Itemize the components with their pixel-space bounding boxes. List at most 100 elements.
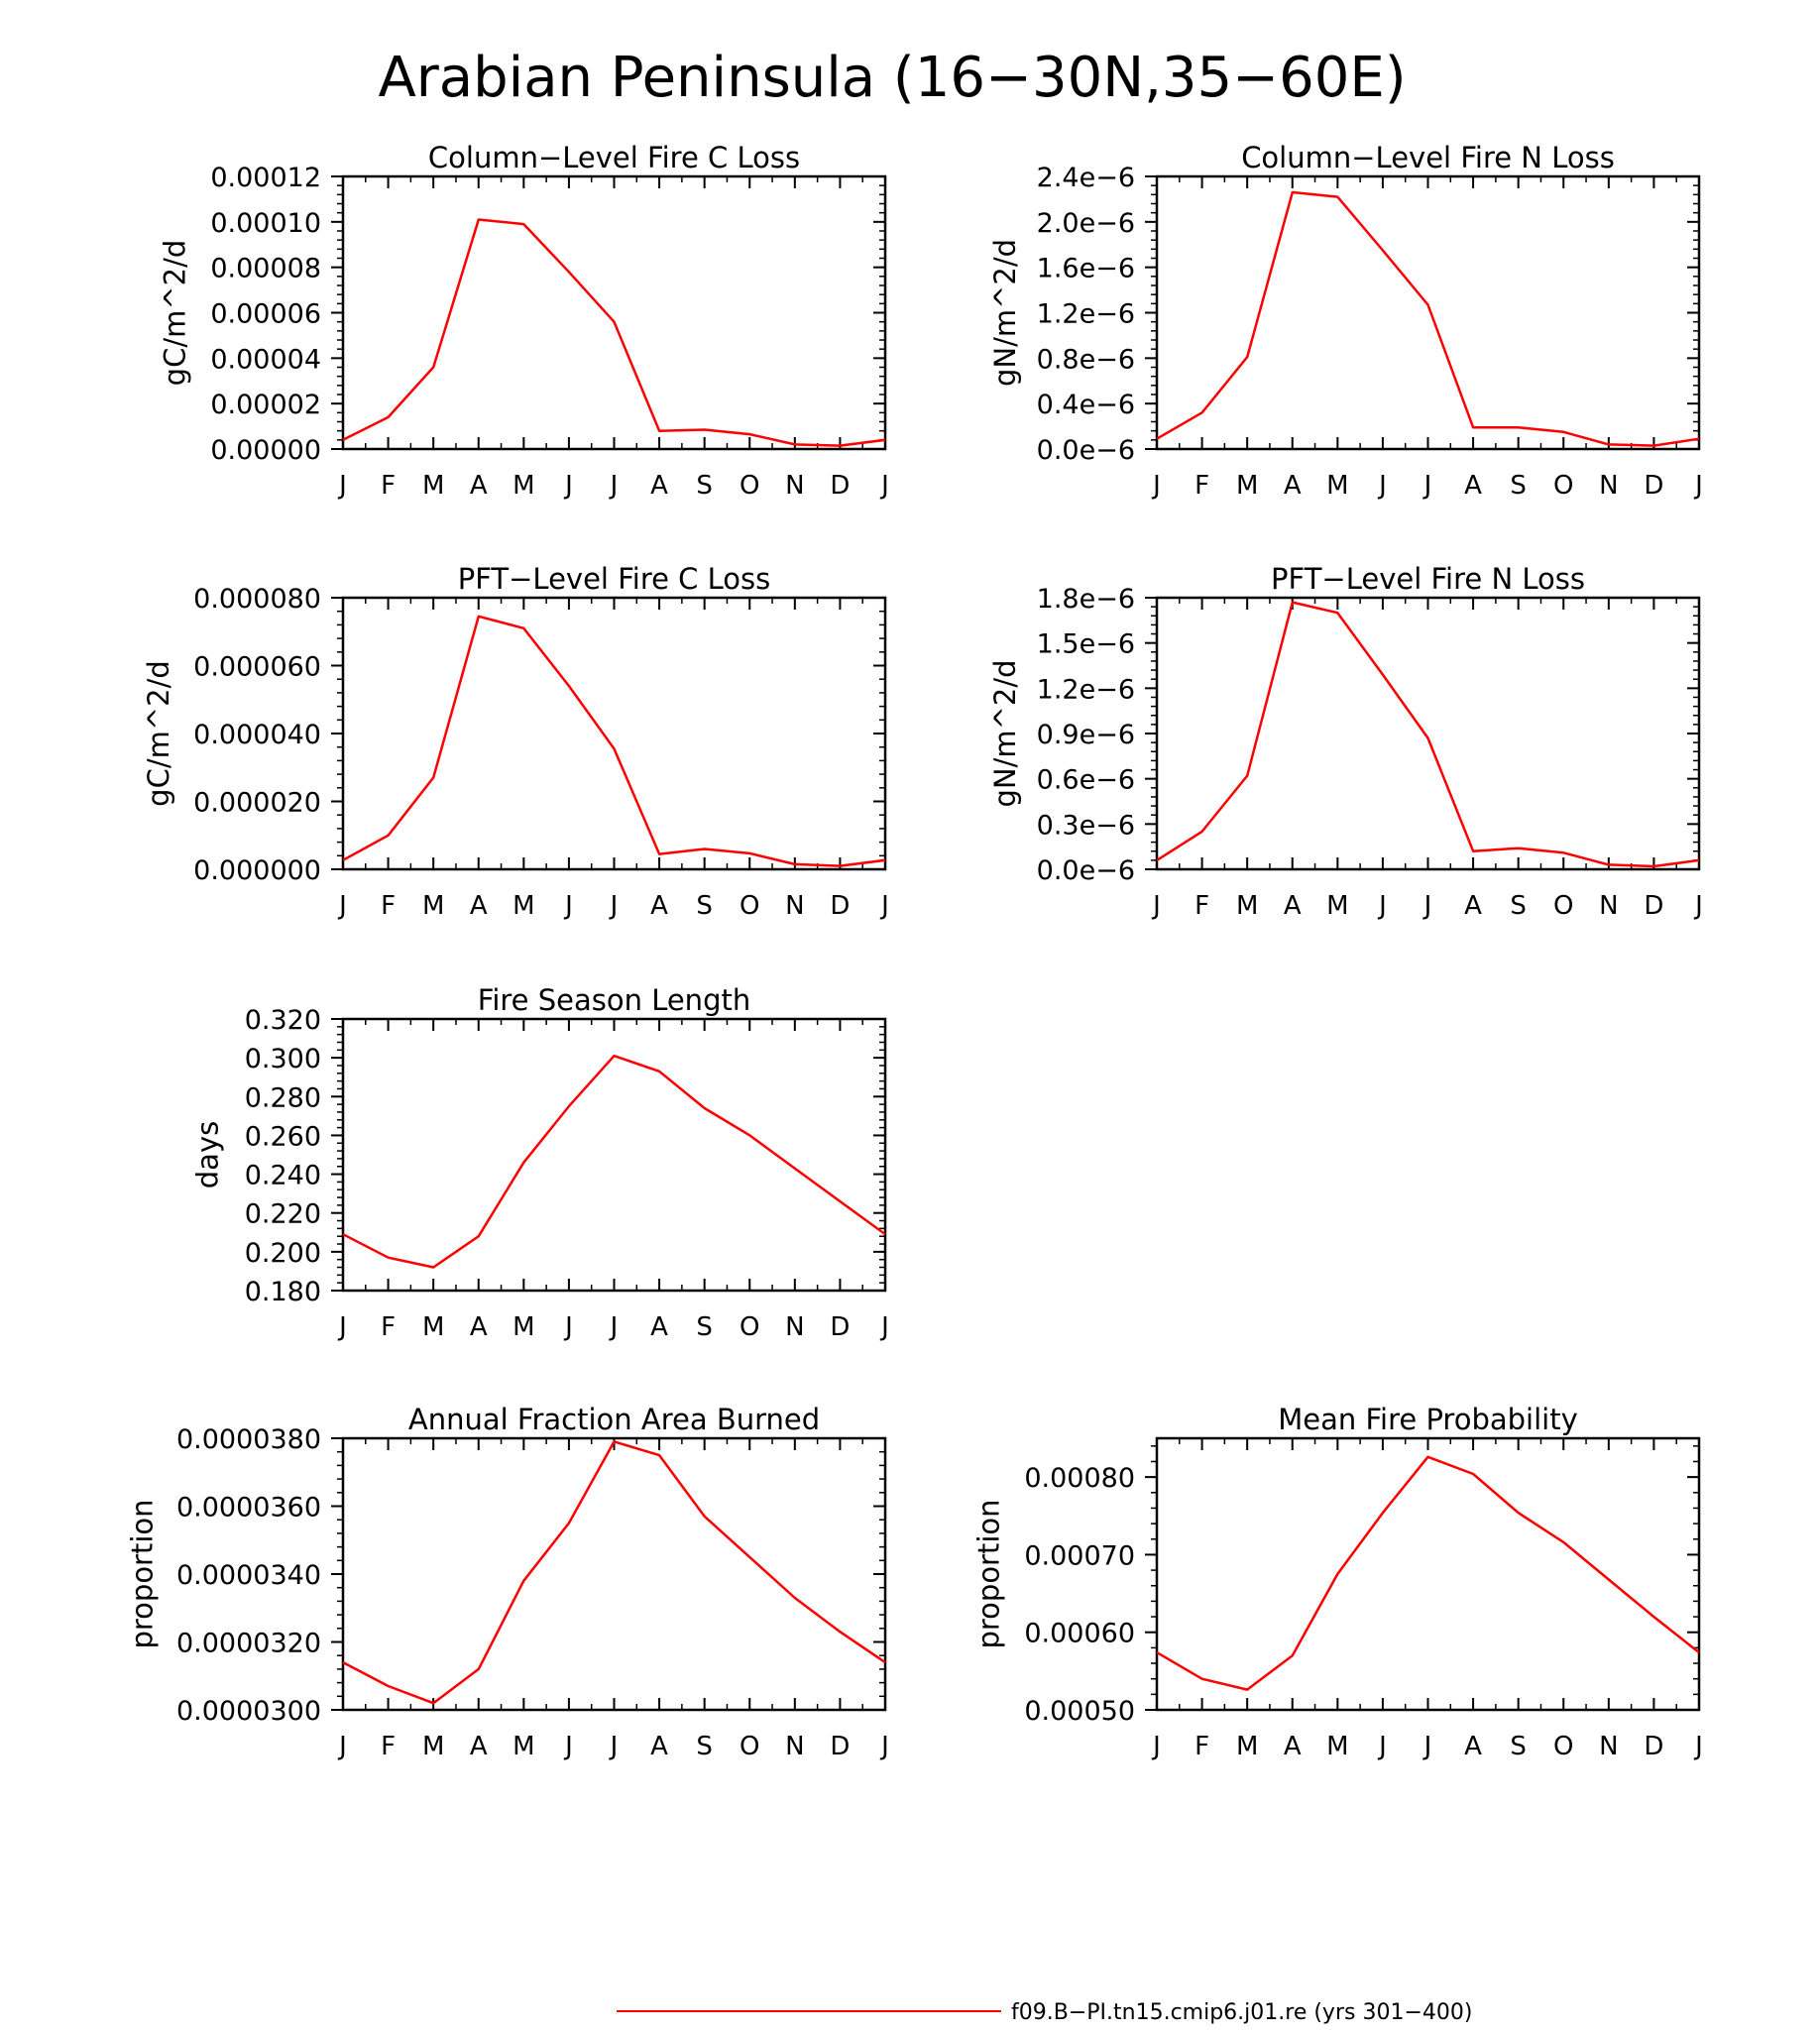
x-tick-label: J	[1377, 1732, 1387, 1761]
y-tick-label: 2.4e−6	[1037, 163, 1135, 193]
x-tick-label: F	[1194, 1732, 1209, 1761]
y-tick-label: 0.0000360	[176, 1493, 321, 1524]
x-tick-label: A	[470, 891, 488, 921]
x-tick-label: J	[1151, 471, 1161, 501]
chart-panel: J F M A M J J A S O N D J0.0e−60.3e−60.6e−60.9e−61.2…	[988, 562, 1703, 921]
y-axis-label: proportion	[126, 1499, 160, 1648]
y-tick-label: 1.5e−6	[1037, 629, 1135, 660]
y-tick-label: 0.00010	[210, 208, 321, 239]
x-tick-label: M	[422, 471, 444, 501]
series-line	[1156, 601, 1700, 868]
x-tick-label: M	[512, 1732, 534, 1761]
y-tick-label: 0.00080	[1024, 1463, 1135, 1494]
x-tick-label: M	[422, 891, 444, 921]
x-tick-label: M	[1326, 891, 1348, 921]
x-tick-label: M	[512, 1312, 534, 1342]
plot-frame	[341, 1017, 887, 1293]
x-tick-label: M	[512, 471, 534, 501]
x-tick-label: J	[1151, 891, 1161, 921]
x-tick-label: F	[1194, 891, 1209, 921]
x-tick-label: J	[1377, 471, 1387, 501]
x-tick-label: J	[609, 1312, 619, 1342]
x-tick-label: J	[563, 1312, 573, 1342]
x-tick-label: S	[1510, 1732, 1527, 1761]
x-tick-label: J	[1422, 471, 1432, 501]
x-tick-label: D	[830, 891, 850, 921]
x-tick-label: N	[785, 891, 804, 921]
x-tick-label: A	[1464, 1732, 1482, 1761]
x-tick-label: J	[1693, 891, 1703, 921]
x-tick-label: S	[696, 1312, 713, 1342]
y-axis-label: days	[191, 1121, 225, 1188]
panel-title: Column−Level Fire C Loss	[428, 141, 800, 174]
x-tick-label: J	[1422, 891, 1432, 921]
panel-title: Mean Fire Probability	[1278, 1403, 1578, 1436]
chart-panel: J F M A M J J A S O N D J0.0e−60.4e−60.8e−61.2e−61.6…	[988, 141, 1703, 501]
series-line	[1156, 1455, 1700, 1691]
x-tick-label: A	[470, 1732, 488, 1761]
x-tick-label: S	[1510, 471, 1527, 501]
x-tick-label: O	[739, 1732, 759, 1761]
x-tick-label: O	[739, 891, 759, 921]
y-tick-label: 0.000020	[193, 788, 321, 819]
y-tick-label: 1.8e−6	[1037, 584, 1135, 615]
x-tick-label: A	[470, 1312, 488, 1342]
x-tick-label: O	[1553, 891, 1573, 921]
chart-panel: J F M A M J J A S O N D J0.0000000.0000200.0000400.0…	[142, 562, 889, 921]
y-tick-label: 0.9e−6	[1037, 720, 1135, 750]
y-tick-label: 0.00004	[210, 344, 321, 375]
chart-panel: J F M A M J J A S O N D J0.000000.000020.000040.0000…	[159, 141, 889, 501]
x-tick-label: J	[1151, 1732, 1161, 1761]
x-tick-label: J	[337, 1732, 347, 1761]
y-tick-label: 1.6e−6	[1037, 254, 1135, 284]
y-tick-label: 1.2e−6	[1037, 674, 1135, 705]
x-tick-label: A	[1464, 891, 1482, 921]
x-tick-label: J	[879, 1732, 889, 1761]
plot-frame	[341, 596, 887, 871]
y-tick-label: 0.0000380	[176, 1424, 321, 1455]
y-tick-label: 0.8e−6	[1037, 344, 1135, 375]
y-tick-label: 0.320	[245, 1005, 321, 1036]
x-tick-label: N	[1599, 471, 1618, 501]
x-tick-label: A	[1464, 471, 1482, 501]
y-tick-label: 0.000040	[193, 720, 321, 750]
x-tick-label: J	[879, 471, 889, 501]
panel-title: PFT−Level Fire N Loss	[1271, 562, 1585, 596]
x-tick-label: D	[830, 471, 850, 501]
x-tick-label: J	[563, 1732, 573, 1761]
x-tick-label: S	[696, 891, 713, 921]
y-tick-label: 0.300	[245, 1044, 321, 1074]
x-tick-label: D	[830, 1312, 850, 1342]
legend-label: f09.B−PI.tn15.cmip6.j01.re (yrs 301−400)	[1011, 2000, 1472, 2025]
x-tick-label: J	[1422, 1732, 1432, 1761]
y-tick-label: 0.180	[245, 1277, 321, 1307]
x-tick-label: M	[1326, 471, 1348, 501]
x-tick-label: M	[512, 891, 534, 921]
y-tick-label: 0.00002	[210, 390, 321, 420]
x-tick-label: A	[1284, 891, 1302, 921]
x-tick-label: S	[696, 1732, 713, 1761]
x-tick-label: J	[879, 1312, 889, 1342]
x-tick-label: N	[785, 1732, 804, 1761]
x-tick-label: F	[381, 891, 396, 921]
x-tick-label: J	[609, 1732, 619, 1761]
x-tick-label: D	[1644, 1732, 1663, 1761]
plot-frame	[341, 1436, 887, 1712]
y-tick-label: 0.0000300	[176, 1696, 321, 1727]
x-tick-label: J	[337, 891, 347, 921]
x-tick-label: S	[1510, 891, 1527, 921]
x-tick-label: N	[785, 1312, 804, 1342]
x-tick-label: N	[1599, 1732, 1618, 1761]
x-tick-label: N	[1599, 891, 1618, 921]
y-tick-label: 0.00008	[210, 254, 321, 284]
y-tick-label: 0.4e−6	[1037, 390, 1135, 420]
x-tick-label: J	[609, 891, 619, 921]
y-tick-label: 0.240	[245, 1161, 321, 1191]
x-tick-label: J	[563, 891, 573, 921]
x-tick-label: F	[381, 471, 396, 501]
y-tick-label: 0.00000	[210, 435, 321, 466]
y-tick-label: 2.0e−6	[1037, 208, 1135, 239]
plot-frame	[1155, 1436, 1701, 1712]
x-tick-label: A	[650, 1732, 668, 1761]
